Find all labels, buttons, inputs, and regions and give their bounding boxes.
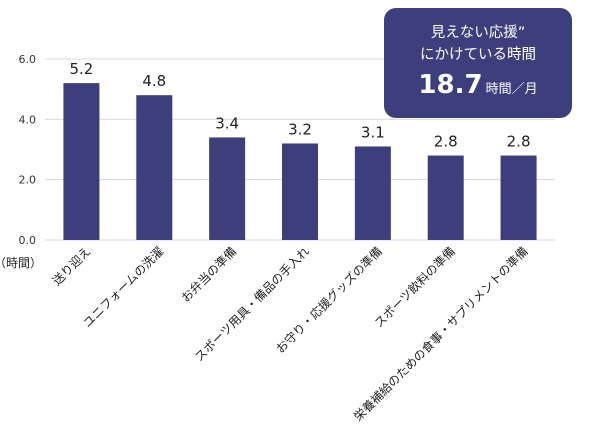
category-label: スポーツ飲料の準備 <box>371 244 458 331</box>
bar-value-label: 3.2 <box>288 120 312 138</box>
bar <box>427 155 464 240</box>
summary-total: 18.7 時間／月 <box>384 70 572 100</box>
category-label: ユニフォームの洗濯 <box>80 244 166 330</box>
bar <box>209 137 246 240</box>
category-label: 送り迎え <box>49 244 94 289</box>
y-tick-label: 6.0 <box>19 53 37 66</box>
y-axis-label: （時間） <box>0 256 42 270</box>
bar <box>282 143 318 240</box>
bar-value-label: 4.8 <box>142 72 166 90</box>
bar <box>63 83 100 240</box>
value-labels: 5.2 4.8 3.4 3.2 3.1 2.8 2.8 <box>69 60 530 150</box>
summary-box: 見えない応援” にかけている時間 18.7 時間／月 <box>384 8 572 118</box>
y-tick-label: 4.0 <box>19 113 37 126</box>
summary-total-unit: 時間／月 <box>485 82 538 97</box>
y-tick-label: 2.0 <box>19 174 37 187</box>
category-label: スポーツ用具・備品の手入れ <box>191 244 312 365</box>
bar <box>500 155 537 240</box>
category-label: お弁当の準備 <box>178 244 240 306</box>
summary-total-value: 18.7 <box>418 70 483 100</box>
bar-value-label: 2.8 <box>507 133 531 151</box>
summary-title-line1: 見えない応援” <box>430 25 526 41</box>
bar-value-label: 3.1 <box>361 123 385 141</box>
bar-value-label: 5.2 <box>69 60 93 78</box>
bar <box>354 146 391 240</box>
summary-title-line2: にかけている時間 <box>420 47 536 63</box>
bar-value-label: 3.4 <box>215 114 239 132</box>
bar <box>136 95 173 240</box>
y-tick-label: 0.0 <box>19 234 37 247</box>
bar-value-label: 2.8 <box>434 133 458 151</box>
bars <box>63 83 537 240</box>
y-axis-ticks: 0.0 2.0 4.0 6.0 <box>19 53 37 247</box>
